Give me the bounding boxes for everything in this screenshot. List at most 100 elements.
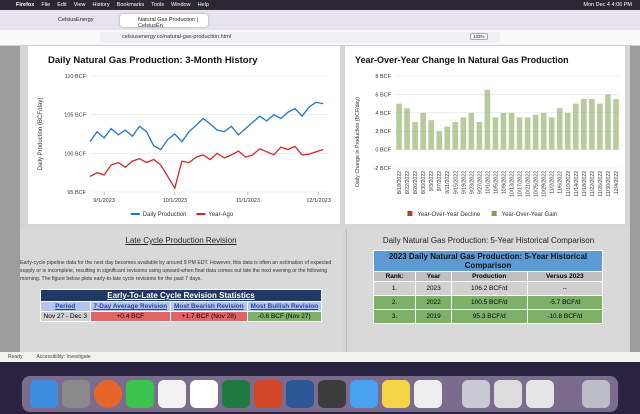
tab[interactable]: CelsiusEnergy bbox=[58, 17, 94, 23]
bar-chart: Year-Over-Year Change In Natural Gas Pro… bbox=[345, 46, 625, 224]
bar bbox=[524, 117, 531, 150]
tab-active[interactable]: Natural Gas Production | CelsiusEn bbox=[120, 14, 208, 29]
folder-icon[interactable] bbox=[462, 380, 490, 408]
menu-item[interactable]: Tools bbox=[151, 2, 165, 8]
reminders-icon[interactable] bbox=[414, 380, 442, 408]
line-chart: Daily Natural Gas Production: 3-Month Hi… bbox=[28, 46, 340, 224]
chart-title: Year-Over-Year Change In Natural Gas Pro… bbox=[355, 55, 569, 65]
table-cell: 106.2 BCF/d bbox=[450, 281, 528, 296]
table-cell: 2019 bbox=[415, 309, 452, 324]
x-tick-label: 10/1/2022 bbox=[485, 171, 491, 194]
calendar-icon[interactable] bbox=[158, 380, 186, 408]
table-header: Rank: bbox=[372, 271, 417, 282]
table-cell: 1. bbox=[372, 281, 417, 296]
x-tick-label: 10/17/2022 bbox=[518, 171, 524, 197]
bar bbox=[444, 126, 451, 150]
menu-item[interactable]: Window bbox=[171, 2, 191, 8]
x-tick-label: 10/5/2022 bbox=[493, 171, 499, 194]
table-header: Production bbox=[450, 271, 528, 282]
legend-label: Year-Over-Year Decline bbox=[417, 212, 481, 218]
x-tick-label: 8/22/2022 bbox=[405, 171, 411, 194]
table-cell: +0.4 BCF bbox=[89, 311, 172, 322]
finder-icon[interactable] bbox=[30, 380, 58, 408]
bar bbox=[404, 108, 410, 150]
bar bbox=[572, 103, 579, 150]
x-tick-label: 11/18/2022 bbox=[582, 171, 588, 197]
terminal-icon[interactable] bbox=[318, 380, 346, 408]
menu-item[interactable]: Edit bbox=[57, 2, 67, 8]
file-icon[interactable] bbox=[526, 380, 554, 408]
status-text[interactable]: Accessibility: Investigate bbox=[36, 354, 91, 360]
x-tick-label: 11/2/2022 bbox=[550, 171, 556, 194]
bar bbox=[516, 117, 523, 150]
x-tick-label: 12/4/2022 bbox=[614, 171, 620, 194]
menu-item[interactable]: File bbox=[41, 2, 51, 8]
mail-icon[interactable] bbox=[350, 380, 378, 408]
trash-icon[interactable] bbox=[582, 380, 610, 408]
menu-item[interactable]: History bbox=[92, 2, 110, 8]
bar bbox=[420, 112, 426, 150]
table-cell: 3. bbox=[372, 309, 417, 324]
x-tick-label: 9/1/2023 bbox=[93, 198, 114, 204]
app-menu[interactable]: Firefox bbox=[16, 2, 35, 8]
y-tick-label: 6 BCF bbox=[375, 92, 391, 98]
section-heading: Daily Natural Gas Production: 5-Year His… bbox=[382, 236, 595, 245]
excel-icon[interactable] bbox=[222, 380, 250, 408]
x-tick-label: 11/6/2022 bbox=[558, 171, 564, 194]
bar bbox=[460, 117, 467, 150]
table-header: Year bbox=[415, 271, 452, 282]
x-tick-label: 10/9/2022 bbox=[501, 171, 507, 194]
url-field[interactable]: celsiusenergy.co/natural-gas-production.… bbox=[100, 32, 500, 43]
table-header: Versus 2023 bbox=[526, 271, 604, 282]
bar bbox=[476, 122, 483, 150]
legend-label: Year-Over-Year Gain bbox=[502, 212, 558, 218]
messages-icon[interactable] bbox=[126, 380, 154, 408]
y-tick-label: 0 BCF bbox=[375, 148, 391, 154]
powerpoint-icon[interactable] bbox=[254, 380, 282, 408]
bar bbox=[396, 103, 402, 150]
table-cell: Nov 27 - Dec 3 bbox=[40, 311, 91, 322]
bar bbox=[452, 122, 459, 150]
url: celsiusenergy.co/natural-gas-production.… bbox=[122, 34, 232, 40]
table-cell: -10.8 BCF/d bbox=[526, 309, 604, 324]
menu-bar: Firefox File Edit View History Bookmarks… bbox=[0, 0, 640, 10]
table-cell: -0.6 BCF (Nov 27) bbox=[246, 311, 323, 322]
launchpad-icon[interactable] bbox=[62, 380, 90, 408]
firefox-icon[interactable] bbox=[94, 380, 122, 408]
table-title: Early-To-Late Cycle Revision Statistics bbox=[40, 289, 322, 302]
x-tick-label: 10/29/2022 bbox=[542, 171, 548, 197]
clock: Mon Dec 4 4:06 PM bbox=[583, 2, 632, 8]
table-cell: 2023 bbox=[415, 281, 452, 296]
bar bbox=[548, 117, 555, 150]
x-tick-label: 9/11/2022 bbox=[445, 171, 451, 194]
bar bbox=[532, 114, 539, 150]
bar bbox=[428, 120, 434, 150]
x-tick-label: 9/7/2022 bbox=[437, 171, 443, 191]
menu-item[interactable]: Bookmarks bbox=[116, 2, 145, 8]
zoom-button[interactable]: 133% bbox=[470, 33, 488, 40]
bar bbox=[605, 94, 611, 150]
chart-title: Daily Natural Gas Production: 3-Month Hi… bbox=[48, 55, 258, 66]
notes-icon[interactable] bbox=[382, 380, 410, 408]
table-cell: -- bbox=[526, 281, 604, 296]
table-title: 2023 Daily Natural Gas Production: 5-Yea… bbox=[373, 250, 603, 272]
y-tick-label: 2 BCF bbox=[375, 129, 391, 135]
y-tick-label: 105 BCF bbox=[64, 113, 86, 119]
file-icon[interactable] bbox=[494, 380, 522, 408]
word-icon[interactable] bbox=[286, 380, 314, 408]
menu-item[interactable]: View bbox=[73, 2, 86, 8]
y-tick-label: 95 BCF bbox=[67, 190, 86, 196]
app-icon[interactable] bbox=[190, 380, 218, 408]
bar bbox=[613, 99, 619, 150]
viewport: Daily Natural Gas Production: 3-Month Hi… bbox=[0, 46, 640, 352]
table-cell: 2. bbox=[372, 295, 417, 310]
table-header: 7-Day Average Revision bbox=[89, 301, 172, 312]
legend-label: Daily Production bbox=[143, 212, 187, 218]
x-tick-label: 11/22/2022 bbox=[590, 171, 596, 197]
tab-bar: CelsiusEnergy Natural Gas Production | C… bbox=[0, 10, 640, 30]
table-cell: 100.5 BCF/d bbox=[450, 295, 528, 310]
menu-item[interactable]: Help bbox=[197, 2, 209, 8]
x-tick-label: 9/27/2022 bbox=[477, 171, 483, 194]
bar bbox=[412, 122, 418, 150]
